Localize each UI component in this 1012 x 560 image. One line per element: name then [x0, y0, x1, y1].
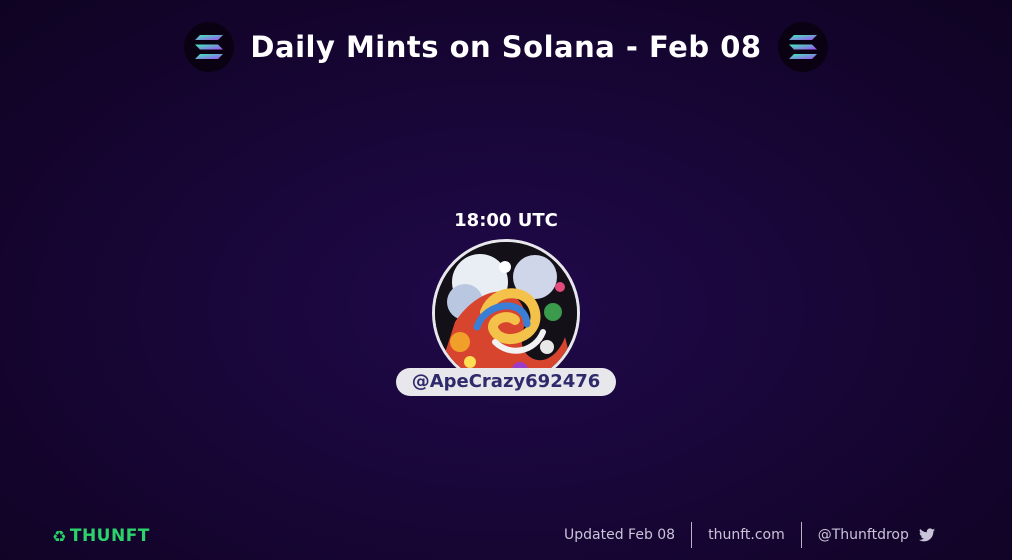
solana-logo-icon	[184, 22, 235, 72]
thunft-logo[interactable]: ♻ THUNFT	[52, 526, 150, 546]
twitter-icon	[919, 528, 936, 542]
recycle-icon: ♻	[52, 526, 67, 546]
divider	[800, 522, 802, 548]
site-link[interactable]: thunft.com	[708, 527, 785, 543]
creator-handle[interactable]: @ApeCrazy692476	[396, 368, 616, 396]
avatar[interactable]	[432, 239, 580, 387]
divider	[691, 522, 693, 548]
solana-logo-icon	[777, 22, 828, 72]
mint-slot: 18:00 UTC @ApeCrazy692476	[396, 210, 616, 396]
twitter-link[interactable]: @Thunftdrop	[802, 527, 952, 543]
twitter-handle: @Thunftdrop	[817, 527, 909, 543]
footer-info: Updated Feb 08 thunft.com @Thunftdrop	[548, 522, 951, 548]
updated-date: Updated Feb 08	[564, 527, 676, 543]
brand-name: THUNFT	[69, 526, 150, 546]
header: Daily Mints on Solana - Feb 08	[0, 22, 1012, 72]
page-title: Daily Mints on Solana - Feb 08	[250, 30, 762, 64]
abstract-art-avatar	[435, 242, 577, 384]
mint-time: 18:00 UTC	[454, 210, 558, 231]
